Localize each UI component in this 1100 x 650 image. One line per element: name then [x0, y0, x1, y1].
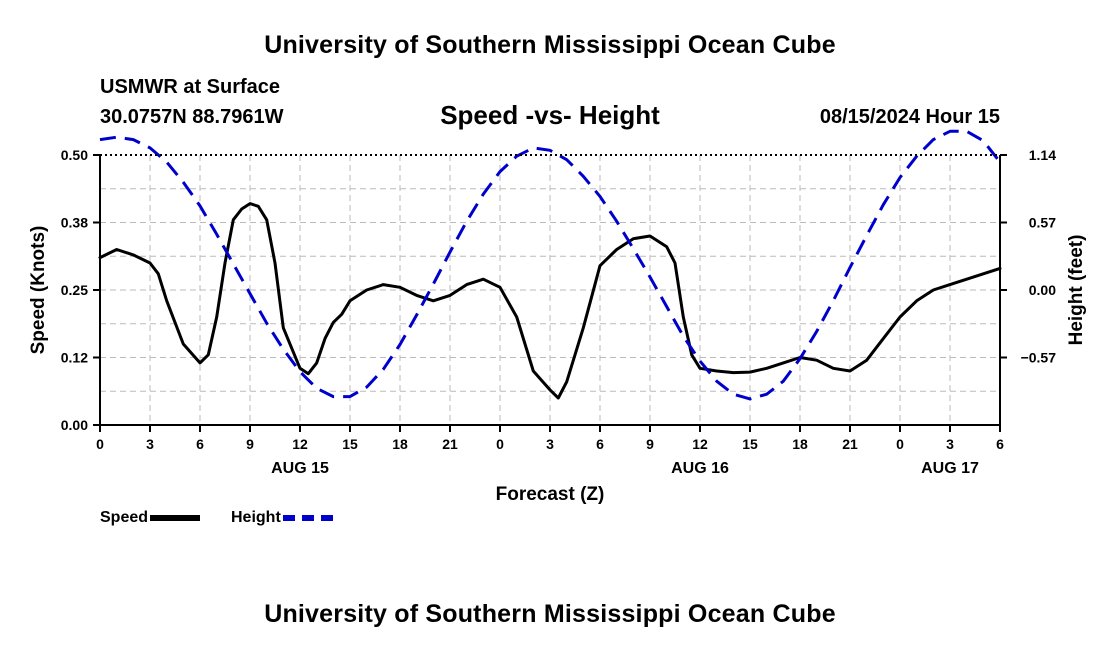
- x-tick-label: 3: [946, 436, 954, 452]
- x-date-label: AUG 16: [671, 460, 729, 477]
- x-tick-label: 6: [196, 436, 204, 452]
- x-tick-label: 0: [96, 436, 104, 452]
- y-axis-title: Speed (Knots): [28, 226, 49, 355]
- series-line-height: [99, 129, 1002, 401]
- y2-tick-label: 0.00: [1029, 282, 1056, 298]
- y2-tick-label: −0.57: [1021, 350, 1057, 366]
- x-tick-label: 12: [692, 436, 708, 452]
- y-tick-label: 0.12: [61, 350, 88, 366]
- series-line-speed: [98, 202, 1002, 400]
- x-tick-label: 15: [742, 436, 758, 452]
- legend-speed-swatch: [150, 515, 201, 521]
- legend-speed: Speed: [100, 509, 201, 527]
- page-title: University of Southern Mississippi Ocean…: [264, 31, 836, 59]
- x-date-label: AUG 15: [271, 460, 329, 477]
- x-tick-label: 0: [496, 436, 504, 452]
- x-tick-label: 6: [596, 436, 604, 452]
- x-tick-label: 0: [896, 436, 904, 452]
- x-tick-label: 6: [996, 436, 1004, 452]
- grid-layer: [100, 155, 1000, 425]
- legend-speed-label: Speed: [100, 509, 149, 526]
- legend-height-swatch: [282, 515, 333, 521]
- footer-title: University of Southern Mississippi Ocean…: [264, 600, 836, 628]
- chart-subtitle: Speed -vs- Height: [440, 100, 660, 130]
- x-tick-label: 21: [442, 436, 458, 452]
- x-tick-label: 18: [792, 436, 808, 452]
- x-tick-label: 3: [546, 436, 554, 452]
- legend-height-label: Height: [231, 509, 281, 526]
- x-tick-label: 18: [392, 436, 408, 452]
- x-tick-label: 9: [646, 436, 654, 452]
- legend-height: Height: [231, 509, 333, 527]
- station-coordinates: 30.0757N 88.7961W: [100, 106, 284, 128]
- series-layer: [98, 129, 1002, 401]
- y-tick-label: 0.38: [61, 215, 88, 231]
- station-label: USMWR at Surface: [100, 76, 281, 98]
- x-tick-label: 21: [842, 436, 858, 452]
- speed-height-chart: 0 3 6 9 12 15 18 21 0 3 6 9 12 15 18 21 0 3 6 AUG 15 AUG 16 A…: [28, 129, 1087, 505]
- forecast-datetime: 08/15/2024 Hour 15: [819, 106, 1000, 128]
- y2-axis-title: Height (feet): [1066, 235, 1087, 346]
- x-tick-label: 15: [342, 436, 358, 452]
- x-tick-label: 9: [246, 436, 254, 452]
- y2-tick-label: 1.14: [1029, 147, 1056, 163]
- y-tick-label: 0.50: [61, 147, 88, 163]
- x-tick-label: 12: [292, 436, 308, 452]
- y2-tick-label: 0.57: [1029, 215, 1056, 231]
- y-tick-label: 0.25: [61, 282, 88, 298]
- x-tick-label: 3: [146, 436, 154, 452]
- x-axis-title: Forecast (Z): [496, 484, 605, 505]
- y-tick-label: 0.00: [61, 417, 88, 433]
- axis-layer: 0 3 6 9 12 15 18 21 0 3 6 9 12 15 18 21 0 3 6 AUG 15 AUG 16 A…: [61, 147, 1056, 477]
- x-date-label: AUG 17: [921, 460, 979, 477]
